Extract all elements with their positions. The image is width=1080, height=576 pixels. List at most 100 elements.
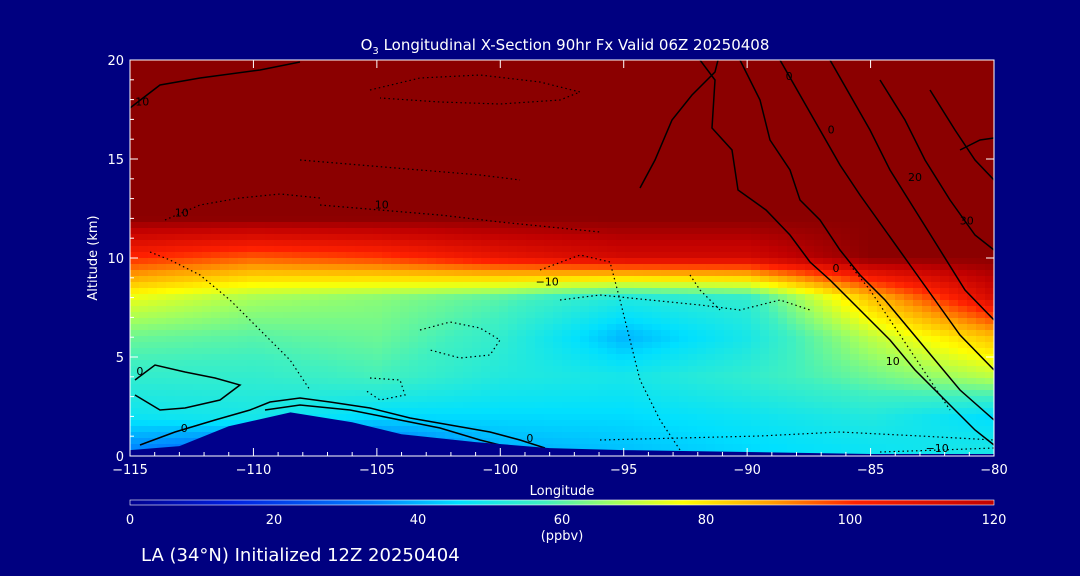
heatmap-cell <box>337 198 347 205</box>
heatmap-cell <box>319 366 329 373</box>
heatmap-cell <box>346 330 356 337</box>
heatmap-cell <box>796 120 806 127</box>
heatmap-cell <box>220 198 230 205</box>
heatmap-cell <box>202 336 212 343</box>
heatmap-cell <box>454 126 464 133</box>
heatmap-cell <box>868 156 878 163</box>
heatmap-cell <box>778 198 788 205</box>
heatmap-cell <box>652 60 662 67</box>
heatmap-cell <box>364 234 374 241</box>
heatmap-cell <box>346 246 356 253</box>
heatmap-cell <box>175 282 185 289</box>
heatmap-cell <box>391 258 401 265</box>
heatmap-cell <box>310 114 320 121</box>
heatmap-cell <box>634 348 644 355</box>
heatmap-cell <box>544 294 554 301</box>
heatmap-cell <box>238 318 248 325</box>
heatmap-cell <box>508 174 518 181</box>
heatmap-cell <box>211 168 221 175</box>
heatmap-cell <box>859 210 869 217</box>
heatmap-cell <box>337 318 347 325</box>
heatmap-cell <box>166 210 176 217</box>
heatmap-cell <box>418 96 428 103</box>
heatmap-cell <box>643 336 653 343</box>
heatmap-cell <box>292 144 302 151</box>
heatmap-cell <box>634 306 644 313</box>
heatmap-cell <box>742 150 752 157</box>
heatmap-cell <box>166 66 176 73</box>
heatmap-cell <box>562 174 572 181</box>
heatmap-cell <box>706 156 716 163</box>
heatmap-cell <box>913 222 923 229</box>
heatmap-cell <box>157 66 167 73</box>
heatmap-cell <box>193 150 203 157</box>
heatmap-cell <box>751 102 761 109</box>
heatmap-cell <box>625 180 635 187</box>
heatmap-cell <box>724 138 734 145</box>
heatmap-cell <box>382 72 392 79</box>
heatmap-cell <box>256 282 266 289</box>
heatmap-cell <box>985 294 994 301</box>
heatmap-cell <box>184 252 194 259</box>
heatmap-cell <box>913 354 923 361</box>
heatmap-cell <box>940 348 950 355</box>
heatmap-cell <box>256 360 266 367</box>
heatmap-cell <box>940 300 950 307</box>
heatmap-cell <box>895 294 905 301</box>
heatmap-cell <box>652 228 662 235</box>
heatmap-cell <box>625 270 635 277</box>
heatmap-cell <box>949 258 959 265</box>
heatmap-cell <box>481 216 491 223</box>
heatmap-cell <box>895 360 905 367</box>
heatmap-cell <box>652 108 662 115</box>
heatmap-cell <box>976 102 986 109</box>
heatmap-cell <box>598 168 608 175</box>
heatmap-cell <box>643 318 653 325</box>
heatmap-cell <box>670 108 680 115</box>
heatmap-cell <box>490 276 500 283</box>
heatmap-cell <box>661 84 671 91</box>
heatmap-cell <box>310 294 320 301</box>
heatmap-cell <box>526 162 536 169</box>
heatmap-cell <box>490 366 500 373</box>
heatmap-cell <box>445 144 455 151</box>
heatmap-cell <box>472 198 482 205</box>
heatmap-cell <box>445 246 455 253</box>
heatmap-cell <box>733 210 743 217</box>
heatmap-cell <box>544 324 554 331</box>
heatmap-cell <box>346 162 356 169</box>
heatmap-cell <box>517 288 527 295</box>
heatmap-cell <box>679 276 689 283</box>
heatmap-cell <box>751 330 761 337</box>
heatmap-cell <box>346 312 356 319</box>
heatmap-cell <box>985 240 994 247</box>
heatmap-cell <box>733 60 743 67</box>
heatmap-cell <box>904 138 914 145</box>
heatmap-cell <box>913 186 923 193</box>
heatmap-cell <box>355 138 365 145</box>
heatmap-cell <box>535 198 545 205</box>
heatmap-cell <box>823 252 833 259</box>
heatmap-cell <box>616 120 626 127</box>
heatmap-cell <box>733 300 743 307</box>
heatmap-cell <box>868 108 878 115</box>
heatmap-cell <box>310 366 320 373</box>
heatmap-cell <box>436 174 446 181</box>
heatmap-cell <box>553 330 563 337</box>
heatmap-cell <box>787 294 797 301</box>
heatmap-cell <box>976 126 986 133</box>
heatmap-cell <box>526 126 536 133</box>
heatmap-cell <box>292 324 302 331</box>
heatmap-cell <box>652 168 662 175</box>
heatmap-cell <box>292 66 302 73</box>
heatmap-cell <box>238 258 248 265</box>
heatmap-cell <box>805 318 815 325</box>
heatmap-cell <box>724 150 734 157</box>
heatmap-cell <box>652 306 662 313</box>
heatmap-cell <box>724 72 734 79</box>
heatmap-cell <box>229 306 239 313</box>
heatmap-cell <box>373 174 383 181</box>
heatmap-cell <box>166 294 176 301</box>
heatmap-cell <box>886 120 896 127</box>
heatmap-cell <box>355 270 365 277</box>
